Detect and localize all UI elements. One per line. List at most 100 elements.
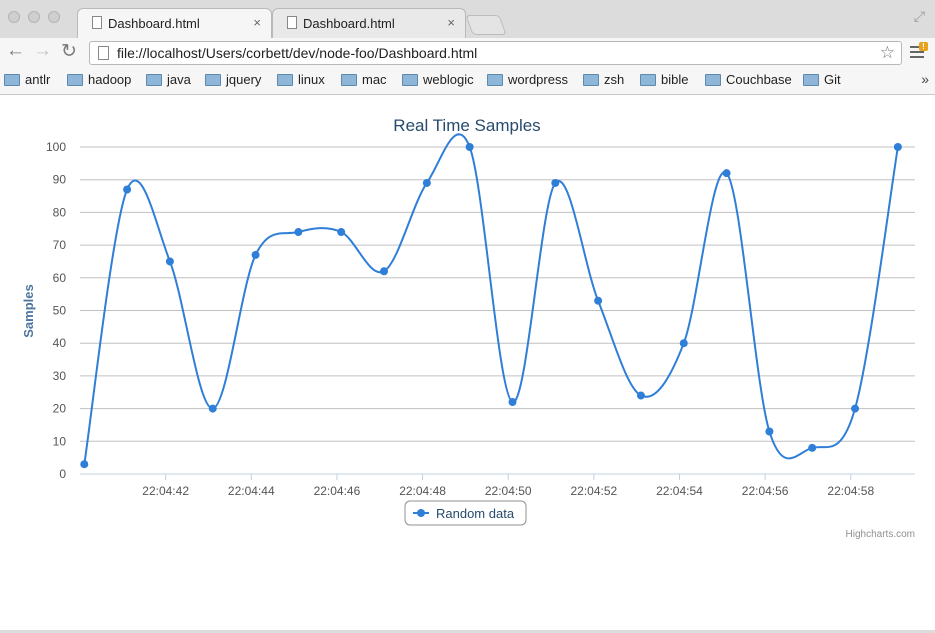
url-text[interactable]: file://localhost/Users/corbett/dev/node-… xyxy=(117,45,478,61)
address-bar[interactable]: file://localhost/Users/corbett/dev/node-… xyxy=(89,41,902,65)
bookmark-folder[interactable]: Git xyxy=(803,72,841,90)
data-point[interactable] xyxy=(851,404,860,413)
data-point[interactable] xyxy=(465,143,474,151)
data-point[interactable] xyxy=(251,250,260,259)
data-point[interactable] xyxy=(422,178,431,187)
page-icon xyxy=(287,16,297,29)
x-tick-label: 22:04:48 xyxy=(399,484,446,498)
data-point[interactable] xyxy=(636,391,645,400)
data-point[interactable] xyxy=(80,460,89,469)
tab-active[interactable]: Dashboard.html × xyxy=(77,8,272,38)
bookmark-folder[interactable]: bible xyxy=(640,72,688,90)
y-tick-label: 70 xyxy=(53,238,67,252)
bookmark-folder[interactable]: weblogic xyxy=(402,72,474,90)
folder-icon xyxy=(277,74,293,86)
star-icon[interactable]: ☆ xyxy=(879,43,895,62)
bookmarks-bar: antlr hadoop java jquery linux mac weblo… xyxy=(0,68,935,94)
x-tick-label: 22:04:52 xyxy=(570,484,617,498)
folder-icon xyxy=(803,74,819,86)
zoom-window-button[interactable] xyxy=(48,11,60,23)
y-tick-label: 0 xyxy=(59,467,66,481)
bookmark-folder[interactable]: linux xyxy=(277,72,325,90)
folder-icon xyxy=(67,74,83,86)
y-axis-title: Samples xyxy=(21,284,36,337)
folder-icon xyxy=(4,74,20,86)
page-icon xyxy=(98,46,109,60)
tab-title: Dashboard.html xyxy=(303,16,395,31)
y-tick-label: 30 xyxy=(53,369,67,383)
tab-close-icon[interactable]: × xyxy=(253,15,261,30)
folder-icon xyxy=(487,74,503,86)
window-bottom-edge xyxy=(0,630,935,633)
folder-icon xyxy=(402,74,418,86)
data-point[interactable] xyxy=(722,169,731,178)
tab-close-icon[interactable]: × xyxy=(447,15,455,30)
series-line-random-data xyxy=(83,133,899,465)
data-point[interactable] xyxy=(551,178,560,187)
chart-title: Real Time Samples xyxy=(393,116,540,135)
y-tick-label: 40 xyxy=(53,336,67,350)
bookmark-folder[interactable]: hadoop xyxy=(67,72,131,90)
bookmarks-overflow-icon[interactable]: » xyxy=(921,71,929,87)
data-point[interactable] xyxy=(808,443,817,452)
bookmark-folder[interactable]: wordpress xyxy=(487,72,568,90)
bookmark-folder[interactable]: jquery xyxy=(205,72,261,90)
legend-box xyxy=(404,500,527,526)
chart-legend[interactable]: Random data xyxy=(404,500,527,526)
data-point[interactable] xyxy=(594,296,603,305)
data-point[interactable] xyxy=(679,339,688,348)
data-point[interactable] xyxy=(123,185,132,194)
hamburger-menu-icon[interactable]: ! xyxy=(910,42,928,61)
x-axis: 22:04:42 22:04:44 22:04:46 22:04:48 22:04:50… xyxy=(80,473,915,498)
y-tick-label: 20 xyxy=(53,402,67,416)
folder-icon xyxy=(583,74,599,86)
reload-icon[interactable]: ↻ xyxy=(61,41,77,62)
close-window-button[interactable] xyxy=(8,11,20,23)
navigation-toolbar: ← → ↻ file://localhost/Users/corbett/dev… xyxy=(0,38,935,68)
new-tab-button[interactable] xyxy=(465,15,507,35)
x-tick-label: 22:04:58 xyxy=(827,484,874,498)
browser-chrome: Dashboard.html × Dashboard.html × ⤢ ← → … xyxy=(0,0,935,95)
data-point[interactable] xyxy=(893,143,902,151)
minimize-window-button[interactable] xyxy=(28,11,40,23)
page-icon xyxy=(92,16,102,29)
data-point[interactable] xyxy=(337,228,346,237)
y-tick-label: 60 xyxy=(53,271,67,285)
y-tick-label: 80 xyxy=(53,205,67,219)
tab-strip: Dashboard.html × Dashboard.html × ⤢ xyxy=(0,0,935,38)
data-point[interactable] xyxy=(165,257,174,266)
x-tick-label: 22:04:46 xyxy=(314,484,361,498)
folder-icon xyxy=(146,74,162,86)
bookmark-folder[interactable]: antlr xyxy=(4,72,50,90)
data-point[interactable] xyxy=(208,404,217,413)
legend-item-label[interactable]: Random data xyxy=(436,506,515,521)
bookmark-folder[interactable]: java xyxy=(146,72,191,90)
data-point[interactable] xyxy=(765,427,774,436)
arrow-right-icon[interactable]: → xyxy=(33,40,52,61)
tab-inactive[interactable]: Dashboard.html × xyxy=(272,8,466,38)
x-tick-label: 22:04:54 xyxy=(656,484,703,498)
x-tick-label: 22:04:42 xyxy=(142,484,189,498)
x-tick-label: 22:04:50 xyxy=(485,484,532,498)
folder-icon xyxy=(705,74,721,86)
y-tick-label: 50 xyxy=(53,304,67,318)
x-tick-label: 22:04:56 xyxy=(742,484,789,498)
data-point[interactable] xyxy=(380,267,389,276)
arrow-left-icon[interactable]: ← xyxy=(6,40,25,61)
data-point[interactable] xyxy=(294,228,303,237)
folder-icon xyxy=(640,74,656,86)
data-point[interactable] xyxy=(508,398,517,407)
fullscreen-icon[interactable]: ⤢ xyxy=(913,8,925,24)
x-tick-label: 22:04:44 xyxy=(228,484,275,498)
bookmark-folder[interactable]: zsh xyxy=(583,72,624,90)
tab-title: Dashboard.html xyxy=(108,16,200,31)
legend-marker-icon xyxy=(417,509,425,517)
series-points xyxy=(80,143,902,469)
bookmark-folder[interactable]: Couchbase xyxy=(705,72,792,90)
y-tick-label: 90 xyxy=(53,173,67,187)
folder-icon xyxy=(205,74,221,86)
bookmark-folder[interactable]: mac xyxy=(341,72,387,90)
credits-link[interactable]: Highcharts.com xyxy=(846,529,915,540)
y-tick-label: 100 xyxy=(46,140,66,154)
update-badge-icon: ! xyxy=(919,42,928,51)
